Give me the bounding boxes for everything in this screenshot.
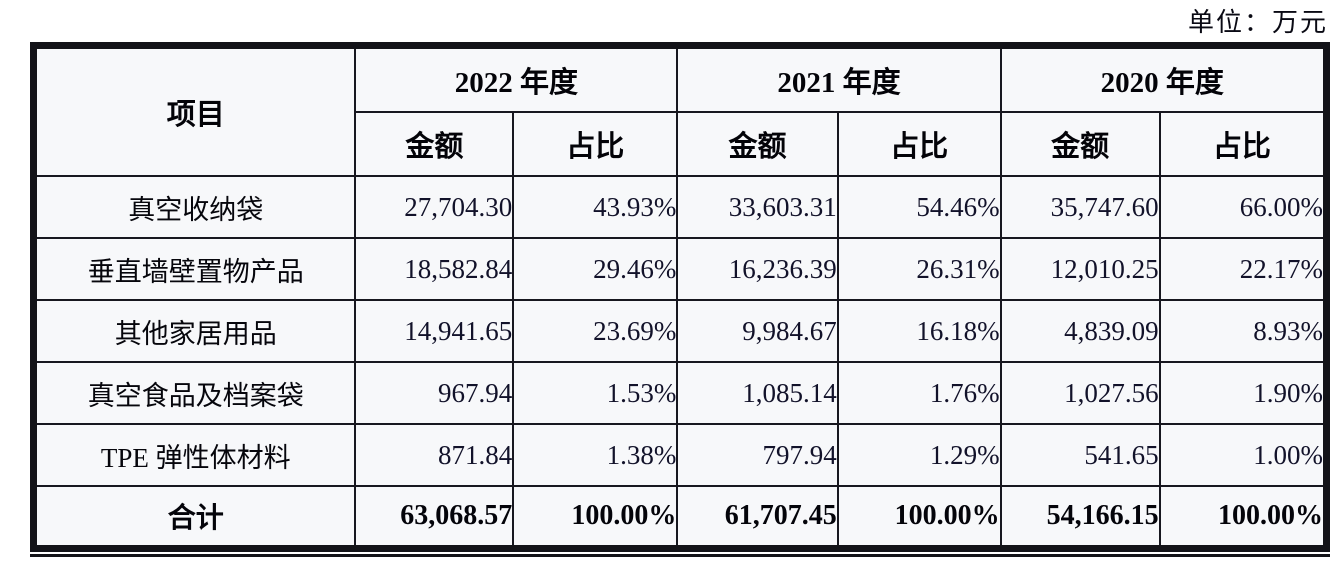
total-ratio-cell: 100.00% (836, 485, 1002, 550)
amount-cell: 14,941.65 (354, 299, 515, 363)
table-row: 垂直墙壁置物产品 18,582.84 29.46% 16,236.39 26.3… (32, 237, 1328, 301)
item-cell: TPE 弹性体材料 (32, 423, 357, 487)
ratio-cell: 16.18% (836, 299, 1002, 363)
ratio-cell: 1.00% (1158, 423, 1328, 487)
amount-cell: 967.94 (354, 361, 515, 425)
total-amount-cell: 54,166.15 (999, 485, 1161, 550)
year-header-row: 项目 2022 年度 2021 年度 2020 年度 (32, 44, 1328, 177)
amount-header-2022: 金额 (354, 111, 515, 177)
revenue-table-wrapper: 项目 2022 年度 2021 年度 2020 年度 金额 占比 金额 占比 金… (30, 42, 1330, 557)
ratio-cell: 22.17% (1158, 237, 1328, 301)
ratio-cell: 1.38% (512, 423, 679, 487)
ratio-cell: 8.93% (1158, 299, 1328, 363)
table-row: 真空收纳袋 27,704.30 43.93% 33,603.31 54.46% … (32, 175, 1328, 239)
unit-label: 单位：万元 (1187, 8, 1328, 37)
amount-cell: 27,704.30 (354, 175, 515, 239)
amount-header-2020: 金额 (999, 111, 1161, 177)
ratio-cell: 43.93% (512, 175, 679, 239)
item-cell: 垂直墙壁置物产品 (32, 237, 357, 301)
item-cell: 其他家居用品 (32, 299, 357, 363)
ratio-cell: 1.29% (836, 423, 1002, 487)
item-cell: 真空收纳袋 (32, 175, 357, 239)
total-label-cell: 合计 (32, 485, 357, 550)
subheader-row: 金额 占比 金额 占比 金额 占比 (34, 111, 1328, 177)
amount-cell: 33,603.31 (676, 175, 839, 239)
amount-cell: 797.94 (676, 423, 839, 487)
table-row: 真空食品及档案袋 967.94 1.53% 1,085.14 1.76% 1,0… (32, 361, 1328, 425)
amount-cell: 9,984.67 (676, 299, 839, 363)
revenue-by-product-table: 项目 2022 年度 2021 年度 2020 年度 金额 占比 金额 占比 金… (30, 42, 1330, 552)
ratio-cell: 1.90% (1158, 361, 1328, 425)
total-ratio-cell: 100.00% (512, 485, 679, 550)
amount-cell: 16,236.39 (676, 237, 839, 301)
amount-cell: 541.65 (999, 423, 1161, 487)
total-amount-cell: 63,068.57 (354, 485, 515, 550)
item-column-header: 项目 (32, 44, 357, 177)
amount-cell: 1,085.14 (676, 361, 839, 425)
amount-header-2021: 金额 (676, 111, 839, 177)
amount-cell: 18,582.84 (354, 237, 515, 301)
amount-cell: 12,010.25 (999, 237, 1161, 301)
ratio-header-2020: 占比 (1158, 111, 1328, 177)
amount-cell: 35,747.60 (999, 175, 1161, 239)
ratio-header-2022: 占比 (512, 111, 679, 177)
total-row: 合计 63,068.57 100.00% 61,707.45 100.00% 5… (32, 485, 1328, 550)
ratio-header-2021: 占比 (836, 111, 1002, 177)
year-header-2021: 2021 年度 (676, 44, 1002, 113)
ratio-cell: 26.31% (836, 237, 1002, 301)
table-row: 其他家居用品 14,941.65 23.69% 9,984.67 16.18% … (32, 299, 1328, 363)
amount-cell: 871.84 (354, 423, 515, 487)
amount-cell: 1,027.56 (999, 361, 1161, 425)
year-header-2020: 2020 年度 (999, 44, 1328, 113)
table-row: TPE 弹性体材料 871.84 1.38% 797.94 1.29% 541.… (32, 423, 1328, 487)
total-amount-cell: 61,707.45 (676, 485, 839, 550)
amount-cell: 4,839.09 (999, 299, 1161, 363)
total-ratio-cell: 100.00% (1158, 485, 1328, 550)
year-header-2022: 2022 年度 (354, 44, 679, 113)
ratio-cell: 54.46% (836, 175, 1002, 239)
item-cell: 真空食品及档案袋 (32, 361, 357, 425)
ratio-cell: 23.69% (512, 299, 679, 363)
ratio-cell: 1.76% (836, 361, 1002, 425)
ratio-cell: 1.53% (512, 361, 679, 425)
ratio-cell: 66.00% (1158, 175, 1328, 239)
ratio-cell: 29.46% (512, 237, 679, 301)
